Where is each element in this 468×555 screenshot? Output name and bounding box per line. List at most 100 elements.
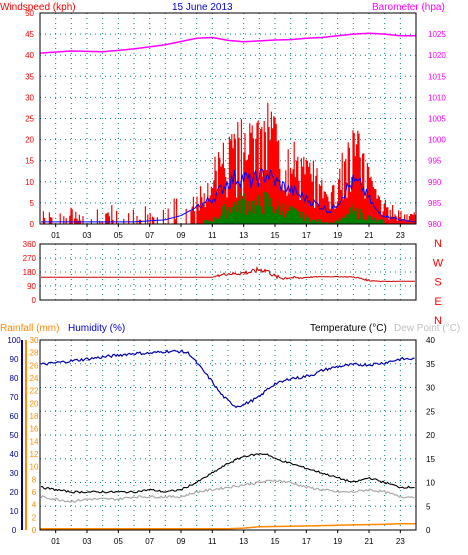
rain-ytick-label: 10: [30, 463, 39, 472]
wind-xtick-label: 21: [365, 231, 374, 240]
baro-ytick-label: 1005: [428, 115, 446, 124]
dewpoint-series: [40, 479, 415, 503]
dir-ytick-label: 360: [23, 240, 37, 249]
temp-xtick-label: 13: [239, 537, 248, 546]
baro-ytick-label: 1025: [428, 30, 446, 39]
humidity-label: Humidity (%): [68, 323, 125, 334]
wind-ytick-label: 30: [25, 93, 34, 102]
wind-ytick-label: 35: [25, 72, 34, 81]
rain-ytick-label: 2: [32, 513, 37, 522]
barometer-label: Barometer (hpa): [372, 2, 445, 13]
wind-xtick-label: 15: [271, 231, 280, 240]
wind-ytick-label: 5: [30, 199, 35, 208]
temp-ytick-label: 10: [426, 479, 435, 488]
wind-xtick-label: 05: [114, 231, 123, 240]
wind-xtick-label: 23: [396, 231, 405, 240]
wind-ytick-label: 45: [25, 30, 34, 39]
baro-ytick-label: 990: [428, 178, 442, 187]
temp-xtick-label: 23: [396, 537, 405, 546]
baro-ytick-label: 1020: [428, 51, 446, 60]
baro-ytick-label: 1000: [428, 136, 446, 145]
dir-ytick-label: 90: [27, 282, 36, 291]
dir-ytick-label: 270: [23, 254, 37, 263]
humidity-ytick-label: 20: [10, 488, 19, 497]
humidity-ytick-label: 100: [7, 336, 21, 345]
temp-ytick-label: 5: [426, 502, 431, 511]
temp-frame: [39, 339, 417, 531]
wind-average-series: [41, 167, 415, 223]
baro-ytick-label: 995: [428, 157, 442, 166]
wind-ytick-label: 15: [25, 157, 34, 166]
wind-xtick-label: 11: [208, 231, 217, 240]
humidity-ytick-label: 60: [10, 412, 19, 421]
humidity-ytick-label: 70: [10, 393, 19, 402]
rain-ytick-label: 26: [30, 361, 39, 370]
rain-ytick-label: 20: [30, 399, 39, 408]
temperature-label: Temperature (°C): [310, 323, 387, 334]
date-title: 15 June 2013: [172, 2, 233, 13]
wind-ytick-label: 10: [25, 178, 34, 187]
dir-frame: [39, 243, 417, 301]
baro-ytick-label: 980: [428, 220, 442, 229]
rain-ytick-label: 14: [30, 437, 39, 446]
wind-xtick-label: 17: [302, 231, 311, 240]
wind-ytick-label: 0: [30, 220, 35, 229]
temp-ytick-label: 40: [426, 336, 435, 345]
humidity-series: [40, 349, 415, 409]
temperature-series: [40, 452, 415, 494]
temp-xtick-label: 21: [365, 537, 374, 546]
humidity-ytick-label: 80: [10, 374, 19, 383]
temp-xtick-label: 09: [177, 537, 186, 546]
wind-frame: [39, 12, 417, 225]
temp-xtick-label: 15: [271, 537, 280, 546]
temp-ytick-label: 20: [426, 431, 435, 440]
wind-ytick-label: 25: [25, 115, 34, 124]
temp-xtick-label: 19: [333, 537, 342, 546]
wind-xtick-label: 03: [83, 231, 92, 240]
rain-ytick-label: 30: [30, 336, 39, 345]
wind-ytick-label: 20: [25, 136, 34, 145]
dir-compass-label: W: [433, 257, 444, 269]
temp-xtick-label: 01: [51, 537, 60, 546]
temp-xtick-label: 17: [302, 537, 311, 546]
temp-xtick-label: 07: [145, 537, 154, 546]
wind-ytick-label: 40: [25, 51, 34, 60]
rain-ytick-label: 12: [30, 450, 39, 459]
wind-direction-series: [41, 265, 415, 283]
baro-ytick-label: 1015: [428, 72, 446, 81]
dir-compass-label: N: [434, 238, 442, 250]
temperature-humidity-panel: 01 03 05 07 09 11 13 15 17 19 21 230510152025303540…: [7, 336, 435, 546]
temp-ytick-label: 15: [426, 455, 435, 464]
wind-xtick-label: 09: [177, 231, 186, 240]
baro-ytick-label: 985: [428, 199, 442, 208]
rain-ytick-label: 0: [32, 526, 37, 535]
temp-ytick-label: 0: [426, 526, 431, 535]
rain-ytick-label: 16: [30, 425, 39, 434]
dir-compass-label: N: [434, 315, 442, 327]
dir-ytick-label: 180: [23, 268, 37, 277]
rain-ytick-label: 24: [30, 374, 39, 383]
rain-ytick-label: 8: [32, 475, 37, 484]
wind-ytick-label: 50: [25, 9, 34, 18]
wind-xtick-label: 13: [239, 231, 248, 240]
rain-ytick-label: 4: [32, 501, 37, 510]
dir-compass-label: E: [434, 296, 441, 308]
baro-ytick-label: 1010: [428, 93, 446, 102]
dewpoint-label: Dew Point (°C): [394, 323, 460, 334]
wind-xtick-label: 01: [51, 231, 60, 240]
humidity-ytick-label: 0: [12, 526, 17, 535]
temp-xtick-label: 05: [114, 537, 123, 546]
humidity-ytick-label: 50: [10, 431, 19, 440]
rain-ytick-label: 28: [30, 349, 39, 358]
humidity-ytick-label: 40: [10, 450, 19, 459]
wind-xtick-label: 19: [333, 231, 342, 240]
dir-ytick-label: 0: [32, 296, 37, 305]
dir-compass-label: S: [434, 277, 441, 289]
rainfall-series: [40, 522, 416, 530]
rain-ytick-label: 22: [30, 387, 39, 396]
rain-ytick-label: 18: [30, 412, 39, 421]
wind-gust-series: [204, 192, 385, 224]
temp-ytick-label: 30: [426, 384, 435, 393]
